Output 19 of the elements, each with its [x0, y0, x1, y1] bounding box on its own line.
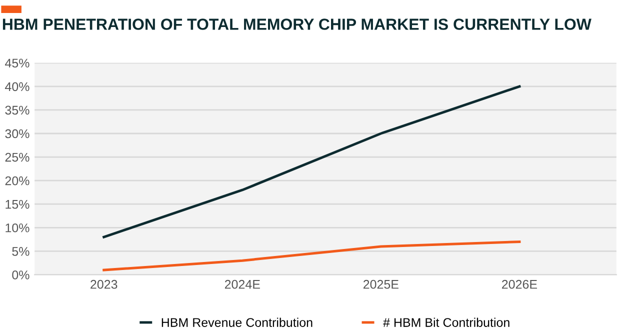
y-tick-label: 15% [6, 200, 30, 209]
legend-label: HBM Revenue Contribution [162, 318, 312, 327]
y-tick-label: 0% [12, 270, 30, 280]
y-tick-label: 45% [5, 58, 30, 68]
x-tick-label: 2023 [90, 280, 118, 289]
x-tick-label: 2026E [502, 280, 537, 289]
chart-title: HBM PENETRATION OF TOTAL MEMORY CHIP MARKET IS CURRENTLY LOW [2, 18, 592, 30]
y-tick-label: 25% [5, 152, 30, 162]
x-tick-label: 2024E [224, 280, 260, 289]
line-series [102, 240, 521, 272]
y-tick-label: 5% [12, 247, 30, 256]
legend-label: # HBM Bit Contribution [383, 318, 510, 327]
y-tick-label: 35% [5, 106, 30, 115]
y-tick-label: 20% [5, 176, 30, 186]
line-series [102, 85, 521, 238]
x-tick-label: 2025E [363, 280, 398, 289]
y-tick-label: 40% [5, 82, 30, 92]
y-tick-label: 30% [5, 129, 30, 138]
y-tick-label: 10% [6, 223, 30, 232]
